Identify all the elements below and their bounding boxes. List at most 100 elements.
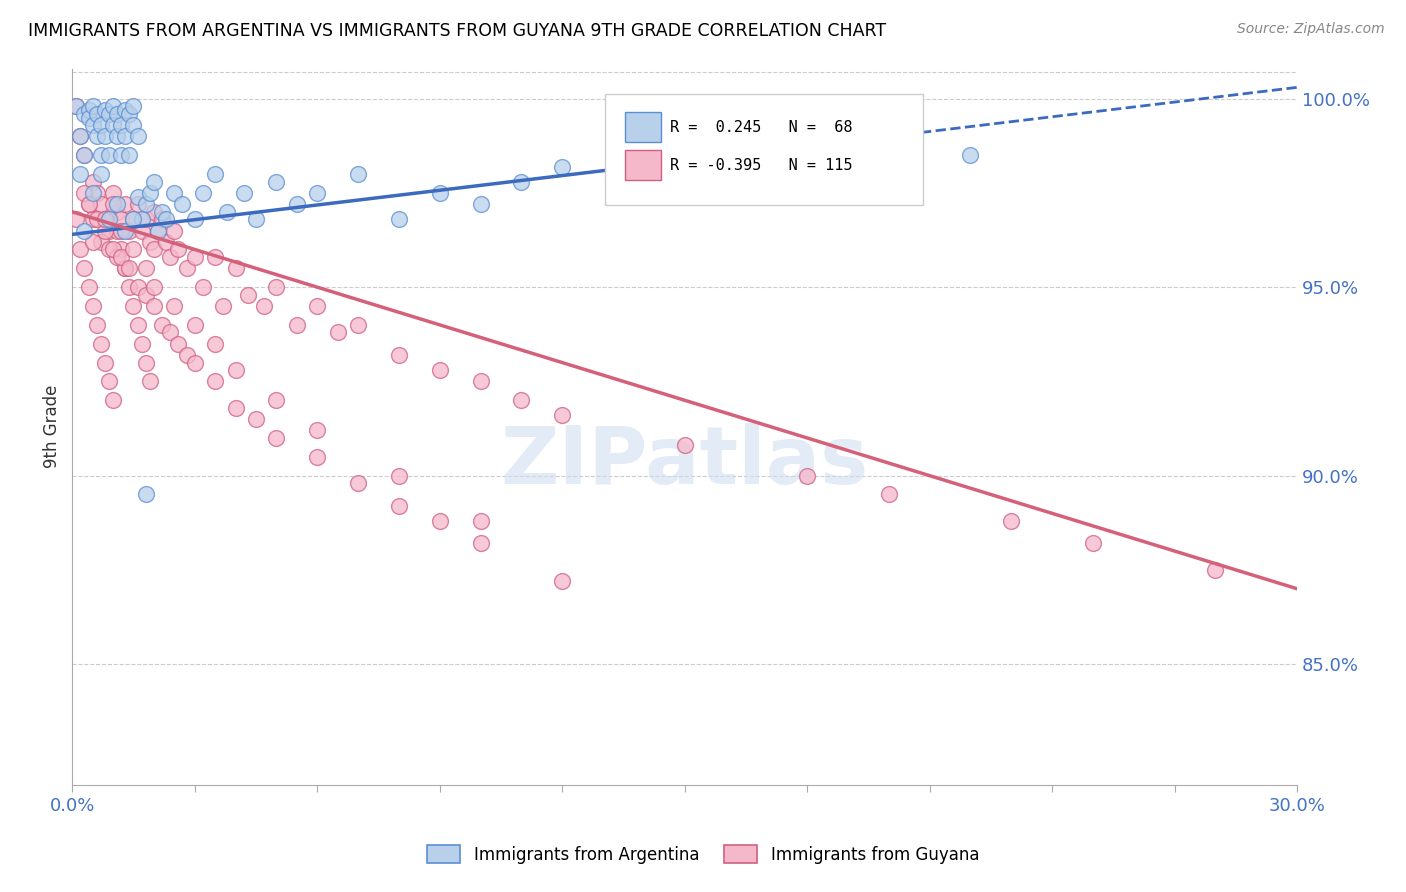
Point [551,574,574,589]
Point [114,129,136,144]
Point [1204,563,1226,577]
Point [146,224,169,238]
Point [114,224,136,238]
Point [167,243,190,257]
Point [65,99,87,113]
Point [135,487,157,501]
Point [118,261,141,276]
Point [101,243,124,257]
Point [90,148,112,162]
Point [122,212,145,227]
Point [105,107,128,121]
Point [183,355,205,369]
Text: ZIPatlas: ZIPatlas [501,424,869,501]
Point [127,197,149,211]
Point [183,318,205,332]
Point [127,280,149,294]
Point [73,261,96,276]
Point [470,375,492,389]
Point [204,167,226,181]
Point [429,514,451,528]
Point [122,299,145,313]
Point [101,197,124,211]
Point [159,250,181,264]
Point [150,204,173,219]
Point [118,224,141,238]
Point [101,186,124,200]
Point [796,148,818,162]
Point [633,186,655,200]
Point [150,318,173,332]
Point [470,514,492,528]
Point [131,224,153,238]
Point [90,167,112,181]
Point [82,235,104,249]
Point [347,476,370,491]
Point [139,186,162,200]
Point [105,224,128,238]
Text: Source: ZipAtlas.com: Source: ZipAtlas.com [1237,22,1385,37]
Point [98,243,121,257]
Point [245,412,267,426]
Point [110,224,132,238]
Point [510,393,533,408]
Point [551,409,574,423]
Point [388,348,411,362]
Point [172,197,194,211]
FancyBboxPatch shape [624,112,661,143]
Text: R =  0.245   N =  68: R = 0.245 N = 68 [669,120,852,135]
Point [176,261,198,276]
Point [139,235,162,249]
Point [127,318,149,332]
Point [551,160,574,174]
Point [118,280,141,294]
Point [98,375,121,389]
Point [135,287,157,301]
Point [94,212,117,227]
Point [122,243,145,257]
Point [127,190,149,204]
Y-axis label: 9th Grade: 9th Grade [44,385,60,468]
Point [673,438,696,452]
Point [105,129,128,144]
Point [110,118,132,132]
Point [77,197,100,211]
Point [796,468,818,483]
Point [142,280,165,294]
Point [204,336,226,351]
Point [110,148,132,162]
Point [135,212,157,227]
Point [105,204,128,219]
Point [204,250,226,264]
Point [266,431,288,445]
Point [77,280,100,294]
Point [225,261,247,276]
Point [225,363,247,377]
Point [94,355,117,369]
Point [266,280,288,294]
Point [159,326,181,340]
Point [232,186,254,200]
Point [73,224,96,238]
Point [105,250,128,264]
Point [98,107,121,121]
Point [94,212,117,227]
Point [86,107,108,121]
Point [110,212,132,227]
Point [118,148,141,162]
Point [114,261,136,276]
Point [212,299,235,313]
Point [167,336,190,351]
Point [253,299,276,313]
Point [69,167,91,181]
Point [429,186,451,200]
Point [73,107,96,121]
Point [86,186,108,200]
Point [94,129,117,144]
Point [285,197,308,211]
Point [225,401,247,415]
Point [82,212,104,227]
Point [142,243,165,257]
Point [69,243,91,257]
Point [82,186,104,200]
